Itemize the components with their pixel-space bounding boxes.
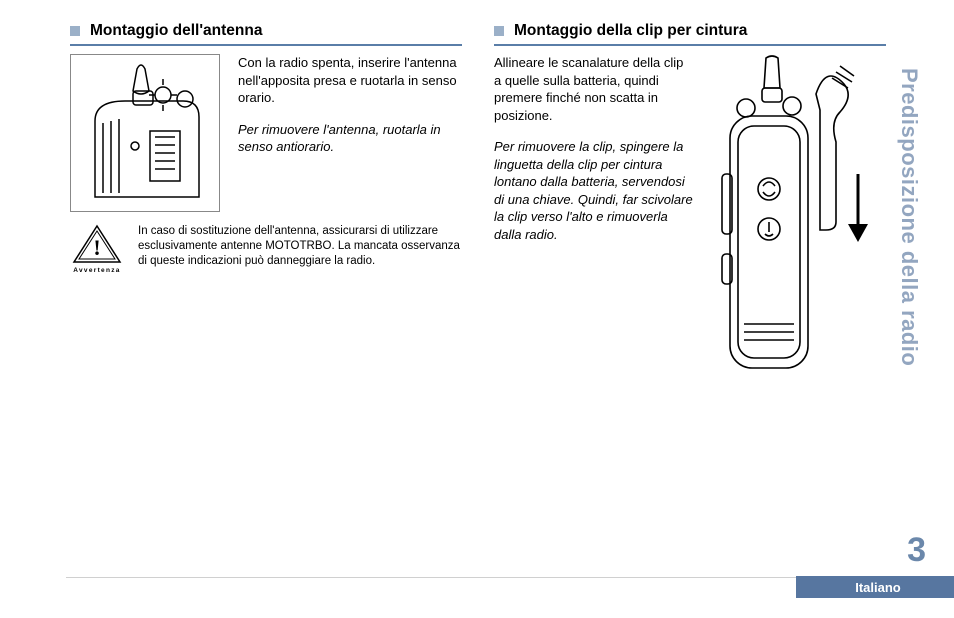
section-header-clip: Montaggio della clip per cintura xyxy=(494,22,886,46)
antenna-illustration xyxy=(70,54,220,212)
section-title-clip: Montaggio della clip per cintura xyxy=(514,22,747,40)
side-title: Predisposizione della radio xyxy=(896,68,922,366)
clip-text-remove: Per rimuovere la clip, spingere la lingu… xyxy=(494,138,694,243)
section-title-antenna: Montaggio dell'antenna xyxy=(90,22,262,40)
caution-label: Avvertenza xyxy=(70,267,124,274)
header-square-icon xyxy=(494,26,504,36)
caution-text: In caso di sostituzione dell'antenna, as… xyxy=(138,224,462,269)
section-header-antenna: Montaggio dell'antenna xyxy=(70,22,462,46)
antenna-text-remove: Per rimuovere l'antenna, ruotarla in sen… xyxy=(238,121,462,156)
caution-icon: ! Avvertenza xyxy=(70,224,124,270)
clip-illustration xyxy=(708,54,878,384)
page-number: 3 xyxy=(907,531,926,570)
clip-text-main: Allineare le scanalature della clip a qu… xyxy=(494,54,694,124)
antenna-text-main: Con la radio spenta, inserire l'antenna … xyxy=(238,54,462,107)
svg-text:!: ! xyxy=(93,235,100,260)
header-square-icon xyxy=(70,26,80,36)
language-tab: Italiano xyxy=(796,576,954,598)
